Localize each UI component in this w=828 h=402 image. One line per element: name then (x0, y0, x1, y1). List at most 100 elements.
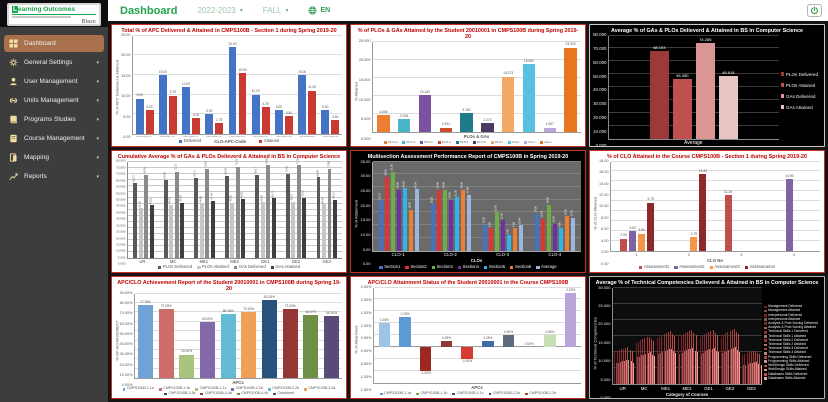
legend-entry: Average (536, 265, 557, 270)
chart-panel-clo-attained: % of CLO Attained in the Course CMPS100B… (589, 150, 825, 273)
legend: PLOs Delivered PLOs Attained GAs Delivered… (779, 36, 820, 147)
bar-data-label: 73.90 (327, 161, 331, 168)
legend-marker (200, 392, 204, 396)
bar-data-label: 83.33% (264, 294, 275, 299)
x-tick-label: CMPS100B-2.2b (229, 135, 245, 138)
legend-entry: WebDesign Skills Delivered (764, 363, 818, 368)
language-switcher[interactable]: EN (308, 2, 330, 20)
bar (215, 123, 224, 134)
chart-panel-plo-ga-student: % of PLOs & GAs Attained by the Student … (350, 24, 586, 147)
dashboard-grid: Total % of APC Delivered & Attained in C… (108, 21, 828, 402)
sidebar-item-user-management[interactable]: User Management ▾ (4, 73, 104, 90)
y-tick-label: 0.50% (360, 336, 372, 341)
bar (285, 173, 290, 258)
legend-marker (457, 266, 462, 270)
legend-entry: Section4 (457, 265, 479, 270)
sidebar-item-dashboard[interactable]: Dashboard (4, 35, 104, 52)
sidebar-item-units-management[interactable]: Units Management ▾ (4, 92, 104, 109)
y-tick-label: 10.00 (360, 232, 371, 237)
y-axis: 0.000 10.000 20.000 30.000 40.000 50.000 60.00… (593, 32, 608, 146)
plot-area: 9.00 6.00 15.00 9.75 12.00 4.00 5.00 2.75 22.00 1… (132, 34, 342, 135)
chart-panel-ga-plo-average: Average % of GAs & PLOs Delieverd & Atta… (589, 24, 825, 147)
y-tick-label: 10.00 (120, 94, 131, 99)
y-tick-label: 0.00 (601, 261, 609, 266)
bar (500, 220, 506, 251)
bar-data-label: 12.50 (540, 211, 544, 218)
sidebar-item-general-settings[interactable]: General Settings ▾ (4, 54, 104, 71)
sidebar-item-course-management[interactable]: Course Management ▾ (4, 130, 104, 147)
bar-data-label: 20.00 (448, 192, 452, 199)
bar (461, 347, 473, 360)
legend-marker (764, 356, 767, 359)
legend-marker (178, 139, 183, 144)
bar (182, 86, 191, 134)
y-axis: 0.000 5.000 10.000 15.000 20.000 25.000 30.000… (115, 159, 127, 265)
bar (695, 42, 716, 139)
bar-group: 12.00 4.00 (179, 36, 202, 134)
x-axis-title: CLO No (707, 258, 723, 264)
bar-group: 2.50 4.00 3.50 9.75 (611, 162, 663, 252)
legend-marker (488, 392, 492, 396)
bar-data-label: 70.02 (285, 166, 289, 173)
x-tick-label: GE3 (746, 385, 756, 391)
bar-data-label: 24.00 (436, 182, 440, 189)
year-dropdown[interactable]: 2022-2023 ▾ (197, 6, 242, 15)
year-dropdown-value: 2022-2023 (197, 6, 236, 15)
sidebar-item-programs-studies[interactable]: Programs Studies ▾ (4, 111, 104, 128)
plot-area (612, 286, 763, 386)
link-icon (9, 96, 18, 105)
bar-data-label: 22.00 (228, 42, 237, 47)
logout-power-button[interactable] (807, 4, 822, 17)
bar-data-label: 74.285 (699, 36, 712, 42)
sidebar-item-label: General Settings (24, 59, 73, 66)
sidebar-item-mapping[interactable]: Mapping ▾ (4, 149, 104, 166)
chart-panel-cumulative-ga-plo: Cumulative Average % of GAs & PLOs Delie… (111, 150, 347, 273)
legend-marker (764, 360, 767, 364)
language-label: EN (320, 7, 331, 14)
y-tick-label: 0.00 (362, 261, 371, 267)
bar-data-label: 15.50 (238, 67, 247, 72)
x-tick-label: Average (684, 140, 703, 146)
bar-data-label: 4.00 (629, 225, 636, 230)
bar (261, 107, 270, 134)
bar-data-label: 1.067 (545, 122, 554, 127)
bar (638, 233, 646, 252)
bar (205, 114, 214, 134)
y-tick-label: 10.000 (116, 248, 126, 253)
legend-marker (764, 351, 767, 355)
bar-data-label: 68.18% (222, 308, 234, 313)
bar-data-label: 1.00% (379, 318, 389, 323)
sidebar-item-reports[interactable]: Reports ▾ (4, 168, 104, 185)
bar (558, 227, 564, 251)
bar (321, 110, 330, 134)
bar-data-label: 9.00 (512, 221, 516, 227)
bar-data-label: 15.00 (298, 69, 307, 74)
bar-data-label: 0.50% (545, 330, 555, 335)
x-tick-label: UR (619, 385, 626, 391)
bar (544, 335, 556, 348)
y-tick-label: 70.000 (593, 46, 607, 52)
legend-marker (764, 322, 767, 326)
bar (418, 94, 432, 132)
legend-marker (304, 387, 307, 391)
plot-area: 4.606 3.394 10.182 1.091 5.152 2.273 15.273 18.… (372, 40, 581, 133)
bar-data-label: 9.00 (136, 93, 143, 98)
chevron-down-icon: ▾ (96, 59, 99, 66)
bar-group (613, 288, 634, 385)
bar-group: 22.00 15.50 (226, 36, 249, 134)
plot-area: 68.103 46.490 74.285 48.618 (608, 34, 779, 140)
bar-data-label: 24.04 (414, 181, 418, 189)
legend-marker (416, 392, 419, 396)
sidebar: Dashboard General Settings ▾ User Managemen… (0, 27, 108, 402)
term-dropdown[interactable]: FALL ▾ (263, 6, 289, 15)
legend-entry: PLOs Attained (197, 265, 229, 270)
legend-entry: Attained (259, 139, 279, 144)
y-tick-label: 20.00 (360, 202, 371, 208)
bar (482, 224, 488, 251)
bar-data-label: 9.75 (169, 90, 176, 95)
x-tick-label: GE1 (261, 259, 270, 265)
bar-group: 0.00% (519, 288, 540, 384)
y-tick-label: 70.00% (119, 311, 133, 316)
legend-marker (508, 141, 511, 144)
y-tick-label: 10.000 (358, 97, 371, 102)
